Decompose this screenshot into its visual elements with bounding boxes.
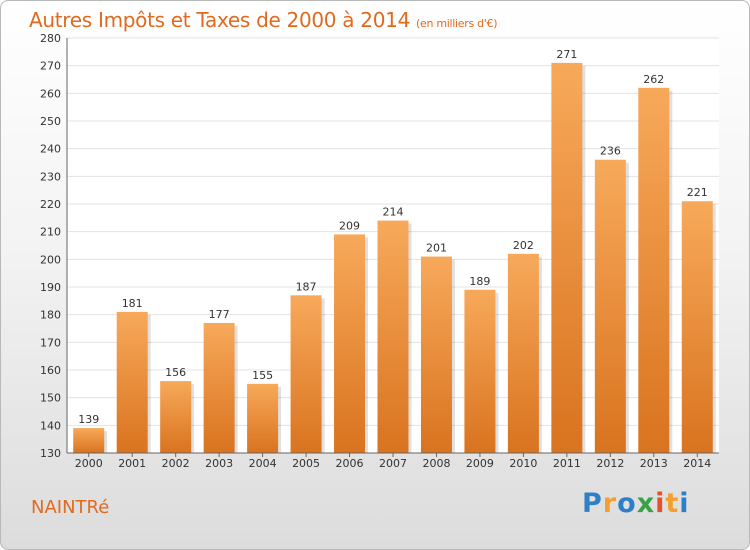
data-label: 139 xyxy=(78,413,99,426)
y-tick-label: 190 xyxy=(40,281,61,294)
y-tick-label: 260 xyxy=(40,87,61,100)
x-tick-label: 2011 xyxy=(553,457,581,470)
y-tick-label: 220 xyxy=(40,198,61,211)
x-tick-label: 2014 xyxy=(683,457,711,470)
place-name: NAINTRé xyxy=(31,497,110,518)
data-label: 156 xyxy=(165,366,186,379)
bar xyxy=(334,234,366,453)
data-label: 209 xyxy=(339,219,360,232)
chart-title-text: Autres Impôts et Taxes de 2000 à 2014 xyxy=(29,8,410,32)
bar xyxy=(73,428,105,453)
bar xyxy=(377,220,409,453)
bar xyxy=(594,159,626,453)
y-tick-label: 230 xyxy=(40,170,61,183)
x-tick-label: 2004 xyxy=(249,457,277,470)
bar xyxy=(420,256,452,453)
x-tick-label: 2005 xyxy=(292,457,320,470)
bar xyxy=(247,383,279,453)
x-tick-label: 2001 xyxy=(118,457,146,470)
x-tick-label: 2012 xyxy=(596,457,624,470)
bar xyxy=(464,289,496,453)
y-tick-label: 180 xyxy=(40,309,61,322)
bar xyxy=(638,87,670,454)
x-tick-label: 2006 xyxy=(336,457,364,470)
bar xyxy=(507,253,539,453)
y-tick-label: 250 xyxy=(40,115,61,128)
data-label: 262 xyxy=(643,73,664,86)
y-tick-label: 210 xyxy=(40,226,61,239)
data-label: 187 xyxy=(296,280,317,293)
data-label: 202 xyxy=(513,239,534,252)
x-tick-label: 2007 xyxy=(379,457,407,470)
x-tick-label: 2003 xyxy=(205,457,233,470)
y-tick-label: 150 xyxy=(40,392,61,405)
x-tick-label: 2000 xyxy=(75,457,103,470)
bar xyxy=(203,322,235,453)
x-tick-label: 2008 xyxy=(422,457,450,470)
bar xyxy=(160,381,192,453)
label-layer: 139 181 156 177 155 187 209 214 201 189 202 271 236 2… xyxy=(78,48,708,426)
bar xyxy=(681,201,713,453)
data-label: 177 xyxy=(209,308,230,321)
y-tick-label: 280 xyxy=(40,32,61,45)
x-tick-label: 2009 xyxy=(466,457,494,470)
bar xyxy=(116,311,148,453)
y-tick-label: 170 xyxy=(40,336,61,349)
data-label: 189 xyxy=(469,275,490,288)
x-tick-label: 2002 xyxy=(162,457,190,470)
bar xyxy=(551,62,583,454)
data-label: 236 xyxy=(600,145,621,158)
y-tick-label: 140 xyxy=(40,419,61,432)
y-tick-label: 130 xyxy=(40,447,61,460)
y-tick-label: 270 xyxy=(40,60,61,73)
proxiti-logo[interactable]: Proxiti xyxy=(582,488,690,519)
data-label: 155 xyxy=(252,369,273,382)
y-tick-label: 200 xyxy=(40,253,61,266)
axis-layer: 130 140 150 160 170 180 190 200 210 220 230 240 250 2… xyxy=(40,32,719,470)
bar-layer xyxy=(73,62,716,454)
y-tick-label: 160 xyxy=(40,364,61,377)
data-label: 201 xyxy=(426,242,447,255)
data-label: 271 xyxy=(556,48,577,61)
y-tick-label: 240 xyxy=(40,143,61,156)
bar xyxy=(290,295,322,453)
x-tick-label: 2013 xyxy=(640,457,668,470)
data-label: 181 xyxy=(122,297,143,310)
data-label: 214 xyxy=(383,206,404,219)
x-tick-label: 2010 xyxy=(509,457,537,470)
data-label: 221 xyxy=(687,186,708,199)
chart-subtitle: (en milliers d'€) xyxy=(416,17,498,30)
chart-title: Autres Impôts et Taxes de 2000 à 2014 (en… xyxy=(29,8,497,32)
